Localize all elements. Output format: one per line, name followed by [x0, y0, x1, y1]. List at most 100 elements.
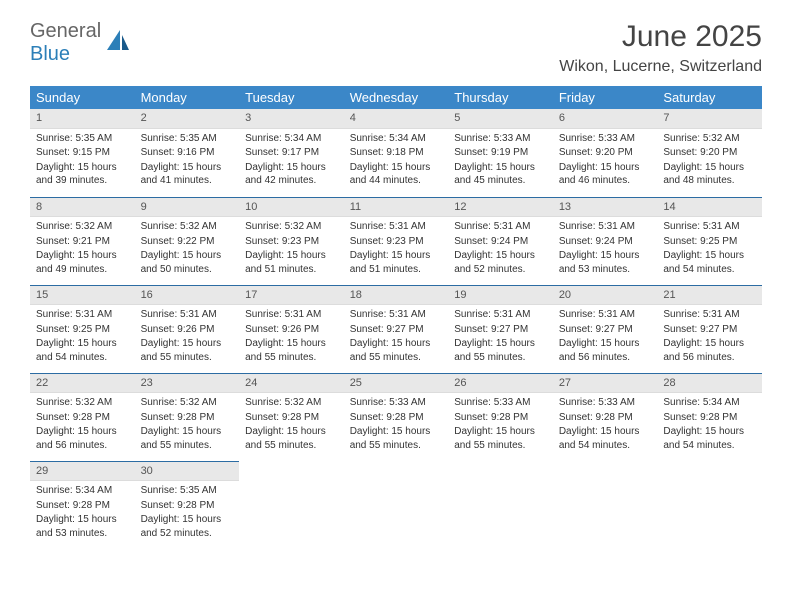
day-number: 8	[30, 198, 135, 218]
daylight-line: Daylight: 15 hours and 54 minutes.	[663, 425, 756, 452]
day-details: Sunrise: 5:31 AMSunset: 9:26 PMDaylight:…	[239, 305, 344, 368]
weekday-sunday: Sunday	[30, 86, 135, 109]
daylight-line: Daylight: 15 hours and 52 minutes.	[141, 513, 234, 540]
sunset-line: Sunset: 9:28 PM	[350, 411, 443, 425]
daylight-line: Daylight: 15 hours and 42 minutes.	[245, 161, 338, 188]
daylight-line: Daylight: 15 hours and 52 minutes.	[454, 249, 547, 276]
sunset-line: Sunset: 9:15 PM	[36, 146, 129, 160]
day-number: 26	[448, 374, 553, 394]
day-number: 5	[448, 109, 553, 129]
calendar-cell: 18Sunrise: 5:31 AMSunset: 9:27 PMDayligh…	[344, 285, 449, 373]
daylight-line: Daylight: 15 hours and 56 minutes.	[36, 425, 129, 452]
day-number: 12	[448, 198, 553, 218]
sunset-line: Sunset: 9:24 PM	[454, 235, 547, 249]
sunset-line: Sunset: 9:20 PM	[663, 146, 756, 160]
sunrise-line: Sunrise: 5:34 AM	[36, 484, 129, 498]
calendar-cell: 16Sunrise: 5:31 AMSunset: 9:26 PMDayligh…	[135, 285, 240, 373]
sunrise-line: Sunrise: 5:32 AM	[141, 220, 234, 234]
day-details: Sunrise: 5:31 AMSunset: 9:26 PMDaylight:…	[135, 305, 240, 368]
weekday-monday: Monday	[135, 86, 240, 109]
calendar-cell: 10Sunrise: 5:32 AMSunset: 9:23 PMDayligh…	[239, 197, 344, 285]
day-number: 11	[344, 198, 449, 218]
day-number: 21	[657, 286, 762, 306]
day-details: Sunrise: 5:34 AMSunset: 9:17 PMDaylight:…	[239, 129, 344, 192]
sunrise-line: Sunrise: 5:32 AM	[36, 220, 129, 234]
day-details: Sunrise: 5:31 AMSunset: 9:24 PMDaylight:…	[553, 217, 658, 280]
calendar-cell: 25 Sunrise: 5:33 AMSunset: 9:28 PMDayligh…	[344, 373, 449, 461]
daylight-line: Daylight: 15 hours and 55 minutes.	[454, 337, 547, 364]
day-details: Sunrise: 5:31 AMSunset: 9:27 PMDaylight:…	[448, 305, 553, 368]
day-details: Sunrise: 5:31 AMSunset: 9:27 PMDaylight:…	[344, 305, 449, 368]
sunset-line: Sunset: 9:22 PM	[141, 235, 234, 249]
day-number: 13	[553, 198, 658, 218]
day-details: Sunrise: 5:33 AMSunset: 9:28 PMDaylight:…	[553, 393, 658, 456]
daylight-line: Daylight: 15 hours and 46 minutes.	[559, 161, 652, 188]
calendar-cell: 1Sunrise: 5:35 AMSunset: 9:15 PMDaylight…	[30, 109, 135, 197]
day-number: 16	[135, 286, 240, 306]
sunrise-line: Sunrise: 5:31 AM	[663, 220, 756, 234]
sunset-line: Sunset: 9:19 PM	[454, 146, 547, 160]
sunrise-line: Sunrise: 5:33 AM	[350, 396, 443, 410]
location: Wikon, Lucerne, Switzerland	[559, 58, 762, 76]
daylight-line: Daylight: 15 hours and 49 minutes.	[36, 249, 129, 276]
sunrise-line: Sunrise: 5:31 AM	[559, 220, 652, 234]
sunset-line: Sunset: 9:23 PM	[350, 235, 443, 249]
calendar-cell	[344, 461, 449, 549]
header: General Blue June 2025 Wikon, Lucerne, S…	[30, 20, 762, 76]
day-details: Sunrise: 5:32 AMSunset: 9:23 PMDaylight:…	[239, 217, 344, 280]
calendar-cell: 22Sunrise: 5:32 AMSunset: 9:28 PMDayligh…	[30, 373, 135, 461]
sunset-line: Sunset: 9:28 PM	[559, 411, 652, 425]
sunset-line: Sunset: 9:28 PM	[36, 411, 129, 425]
day-details: Sunrise: 5:31 AMSunset: 9:25 PMDaylight:…	[657, 217, 762, 280]
title-block: June 2025 Wikon, Lucerne, Switzerland	[559, 20, 762, 76]
daylight-line: Daylight: 15 hours and 55 minutes.	[350, 425, 443, 452]
daylight-line: Daylight: 15 hours and 56 minutes.	[559, 337, 652, 364]
weekday-wednesday: Wednesday	[344, 86, 449, 109]
sunrise-line: Sunrise: 5:33 AM	[559, 132, 652, 146]
day-details: Sunrise: 5:32 AMSunset: 9:22 PMDaylight:…	[135, 217, 240, 280]
sunrise-line: Sunrise: 5:31 AM	[36, 308, 129, 322]
day-details: Sunrise: 5:31 AMSunset: 9:27 PMDaylight:…	[553, 305, 658, 368]
day-number: 4	[344, 109, 449, 129]
sunrise-line: Sunrise: 5:35 AM	[141, 484, 234, 498]
sunset-line: Sunset: 9:27 PM	[454, 323, 547, 337]
sunrise-line: Sunrise: 5:33 AM	[559, 396, 652, 410]
sunrise-line: Sunrise: 5:31 AM	[559, 308, 652, 322]
sunset-line: Sunset: 9:28 PM	[454, 411, 547, 425]
day-number: 6	[553, 109, 658, 129]
day-number: 1	[30, 109, 135, 129]
day-details: Sunrise: 5:33 AMSunset: 9:20 PMDaylight:…	[553, 129, 658, 192]
day-details: Sunrise: 5:34 AMSunset: 9:28 PMDaylight:…	[30, 481, 135, 544]
day-number: 19	[448, 286, 553, 306]
day-number: 2	[135, 109, 240, 129]
sunrise-line: Sunrise: 5:31 AM	[141, 308, 234, 322]
sunset-line: Sunset: 9:26 PM	[245, 323, 338, 337]
sunrise-line: Sunrise: 5:32 AM	[245, 220, 338, 234]
calendar-cell: 4Sunrise: 5:34 AMSunset: 9:18 PMDaylight…	[344, 109, 449, 197]
day-number: 30	[135, 462, 240, 482]
calendar-row: 1Sunrise: 5:35 AMSunset: 9:15 PMDaylight…	[30, 109, 762, 197]
sunset-line: Sunset: 9:28 PM	[141, 411, 234, 425]
daylight-line: Daylight: 15 hours and 51 minutes.	[245, 249, 338, 276]
sunset-line: Sunset: 9:25 PM	[663, 235, 756, 249]
sunrise-line: Sunrise: 5:34 AM	[350, 132, 443, 146]
logo: General Blue	[30, 20, 131, 66]
sunset-line: Sunset: 9:26 PM	[141, 323, 234, 337]
daylight-line: Daylight: 15 hours and 51 minutes.	[350, 249, 443, 276]
daylight-line: Daylight: 15 hours and 44 minutes.	[350, 161, 443, 188]
day-number: 25	[344, 374, 449, 394]
sunrise-line: Sunrise: 5:32 AM	[663, 132, 756, 146]
day-details: Sunrise: 5:33 AMSunset: 9:28 PMDaylight:…	[448, 393, 553, 456]
sunset-line: Sunset: 9:20 PM	[559, 146, 652, 160]
calendar-cell: 21Sunrise: 5:31 AMSunset: 9:27 PMDayligh…	[657, 285, 762, 373]
daylight-line: Daylight: 15 hours and 55 minutes.	[454, 425, 547, 452]
daylight-line: Daylight: 15 hours and 45 minutes.	[454, 161, 547, 188]
sunrise-line: Sunrise: 5:33 AM	[454, 132, 547, 146]
calendar-cell	[657, 461, 762, 549]
weekday-tuesday: Tuesday	[239, 86, 344, 109]
sunrise-line: Sunrise: 5:31 AM	[663, 308, 756, 322]
calendar-cell: 15Sunrise: 5:31 AMSunset: 9:25 PMDayligh…	[30, 285, 135, 373]
day-details: Sunrise: 5:33 AMSunset: 9:19 PMDaylight:…	[448, 129, 553, 192]
daylight-line: Daylight: 15 hours and 54 minutes.	[663, 249, 756, 276]
daylight-line: Daylight: 15 hours and 55 minutes.	[141, 337, 234, 364]
